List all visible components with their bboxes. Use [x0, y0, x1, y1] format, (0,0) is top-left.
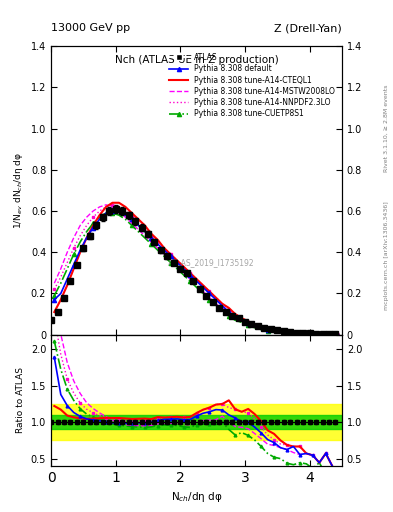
Text: Nch (ATLAS UE in Z production): Nch (ATLAS UE in Z production) [115, 55, 278, 65]
Text: Z (Drell-Yan): Z (Drell-Yan) [274, 23, 342, 33]
Legend: ATLAS, Pythia 8.308 default, Pythia 8.308 tune-A14-CTEQL1, Pythia 8.308 tune-A14: ATLAS, Pythia 8.308 default, Pythia 8.30… [166, 50, 338, 121]
Y-axis label: Ratio to ATLAS: Ratio to ATLAS [16, 367, 25, 433]
Bar [51, 415, 342, 430]
Text: 13000 GeV pp: 13000 GeV pp [51, 23, 130, 33]
Text: Rivet 3.1.10, ≥ 2.8M events: Rivet 3.1.10, ≥ 2.8M events [384, 84, 389, 172]
Text: mcplots.cern.ch [arXiv:1306.3436]: mcplots.cern.ch [arXiv:1306.3436] [384, 202, 389, 310]
Text: ATLAS_2019_I1735192: ATLAS_2019_I1735192 [168, 258, 254, 267]
X-axis label: N$_{ch}$/dη dφ: N$_{ch}$/dη dφ [171, 490, 222, 504]
Bar [51, 404, 342, 440]
Y-axis label: 1/N$_{ev}$ dN$_{ch}$/dη dφ: 1/N$_{ev}$ dN$_{ch}$/dη dφ [12, 152, 25, 229]
